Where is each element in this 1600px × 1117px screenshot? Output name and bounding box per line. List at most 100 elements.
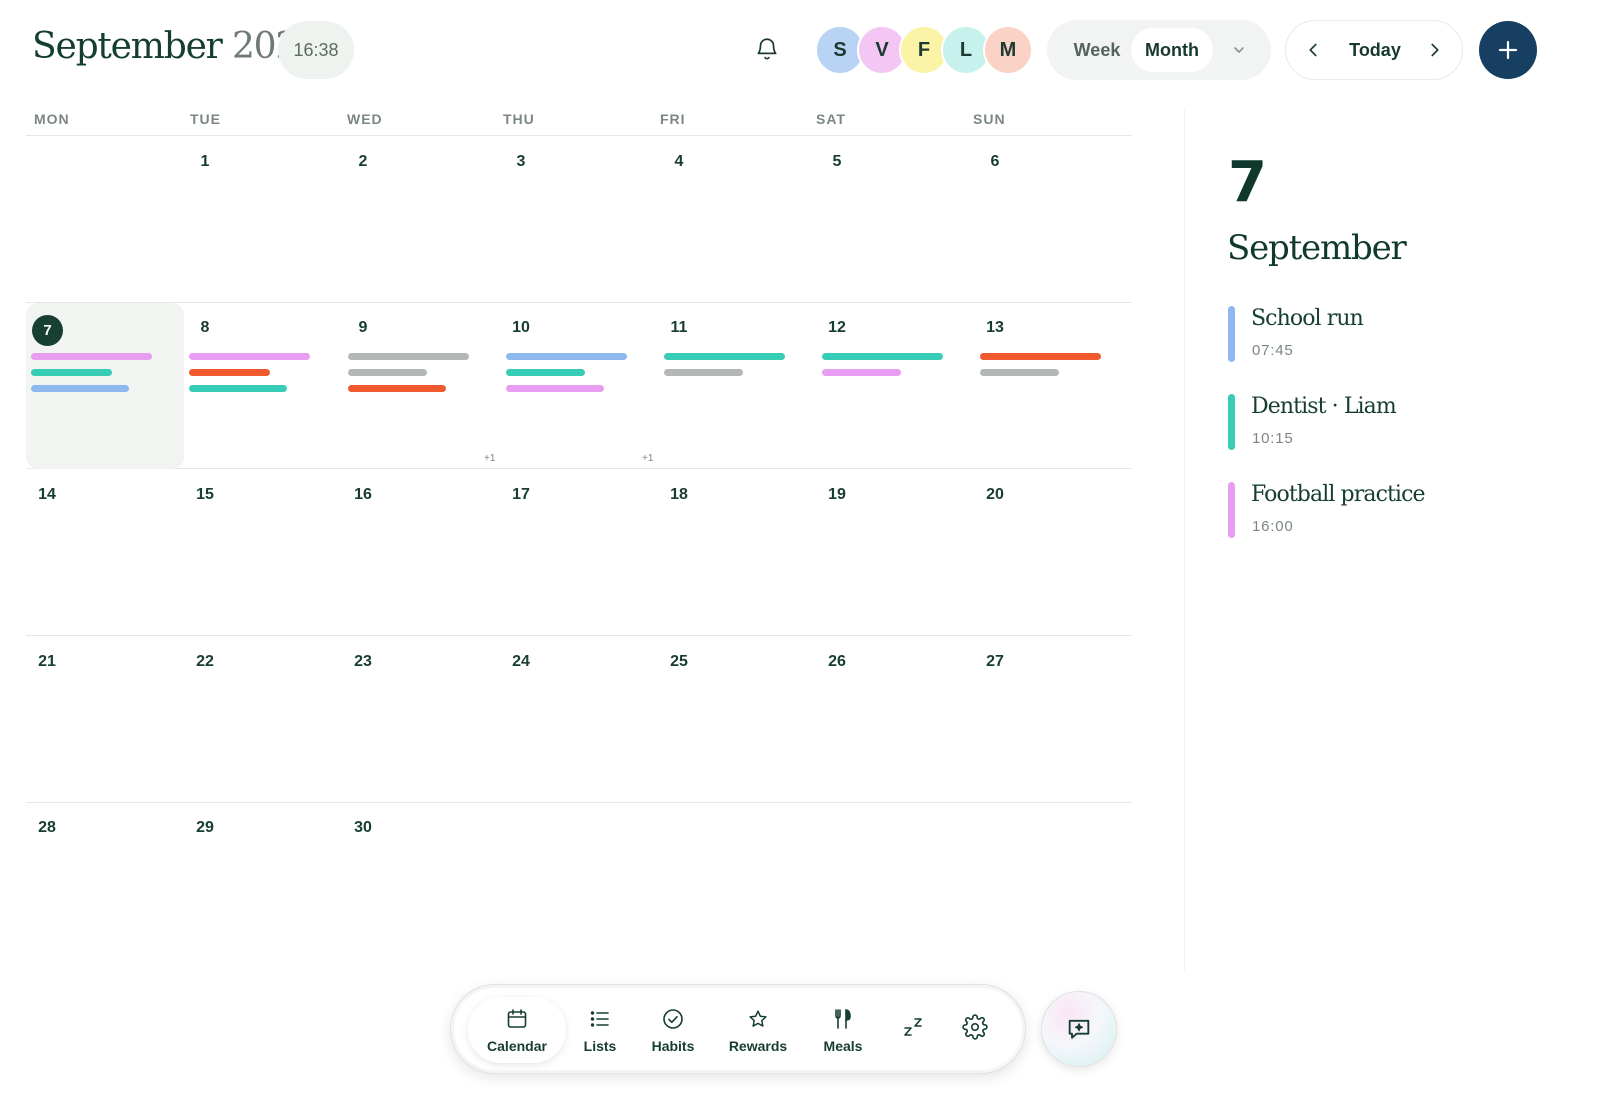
event-bar[interactable] [664,369,743,376]
agenda-event[interactable]: Football practice 16:00 [1227,482,1557,540]
view-dropdown-button[interactable] [1227,38,1251,62]
event-color-bar [1228,482,1235,538]
day-cell[interactable]: 8 [184,303,342,469]
day-cell[interactable]: 25 [658,637,816,803]
today-marker: 7 [32,315,63,346]
avatar-f[interactable]: F [899,25,949,75]
clock-time: 16:38 [278,21,354,79]
day-cell[interactable]: 30 [342,803,500,969]
event-bar[interactable] [822,353,943,360]
event-bar[interactable] [822,369,901,376]
weekday-label: WED [347,111,383,127]
plus-icon [1498,40,1518,60]
day-number: 18 [670,486,688,503]
chevron-right-icon [1431,43,1439,57]
event-bar[interactable] [506,369,585,376]
agenda-event[interactable]: School run 07:45 [1227,306,1557,364]
day-cell[interactable]: 13 [974,303,1132,469]
day-cell[interactable]: 9 [342,303,500,469]
event-bar[interactable] [348,369,427,376]
weekday-label: TUE [190,111,221,127]
add-event-button[interactable] [1479,21,1537,79]
week-row: 7 8 9 10 +1 11 +1 12 13 [26,303,1132,469]
calendar-icon [504,1006,530,1032]
day-cell[interactable]: 6 [974,137,1132,303]
nav-lists[interactable]: Lists [575,997,625,1063]
day-number: 25 [670,653,688,670]
day-cell[interactable]: 5 [816,137,974,303]
day-cell[interactable]: 2 [342,137,500,303]
more-events-indicator[interactable]: +1 [642,453,654,464]
day-cell[interactable]: 17 [500,470,658,636]
day-cell-today[interactable]: 7 [26,303,184,469]
event-bar[interactable] [348,353,469,360]
weekday-label: SAT [816,111,846,127]
event-bar[interactable] [664,353,785,360]
today-button[interactable]: Today [1349,39,1401,60]
day-cell[interactable]: 21 [26,637,184,803]
day-cell[interactable]: 1 [184,137,342,303]
nav-meals[interactable]: Meals [815,997,871,1063]
assistant-chat-button[interactable] [1041,991,1117,1067]
day-cell[interactable]: 10 +1 [484,303,658,469]
week-row: 1 2 3 4 5 6 [26,137,1132,303]
next-month-button[interactable] [1420,35,1450,65]
nav-sleep[interactable] [891,997,935,1063]
nav-settings[interactable] [953,997,997,1063]
day-cell[interactable]: 12 [816,303,974,469]
event-bar[interactable] [506,385,604,392]
day-cell[interactable]: 19 [816,470,974,636]
day-cell[interactable]: 4 [658,137,816,303]
event-bar[interactable] [31,369,112,376]
nav-rewards[interactable]: Rewards [721,997,795,1063]
notifications-button[interactable] [744,26,790,72]
event-bar[interactable] [980,353,1101,360]
event-bar[interactable] [31,353,152,360]
nav-habits[interactable]: Habits [643,997,703,1063]
day-number: 17 [512,486,530,503]
weekday-label: MON [34,111,70,127]
event-bar[interactable] [980,369,1059,376]
weekday-header: MON TUE WED THU FRI SAT SUN [26,110,1132,136]
week-view-button[interactable]: Week [1073,39,1121,60]
day-number: 27 [986,653,1004,670]
day-cell[interactable]: 3 [500,137,658,303]
avatar-m[interactable]: M [983,25,1033,75]
event-bar[interactable] [189,353,310,360]
day-cell[interactable]: 15 [184,470,342,636]
agenda-event[interactable]: Dentist · Liam 10:15 [1227,394,1557,452]
day-number: 11 [670,319,688,336]
page-title: September 2026 [32,26,320,67]
day-cell[interactable]: 16 [342,470,500,636]
day-cell-empty [26,137,184,303]
previous-month-button[interactable] [1298,35,1328,65]
day-cell[interactable]: 29 [184,803,342,969]
day-cell[interactable]: 14 [26,470,184,636]
event-bar[interactable] [506,353,627,360]
day-cell[interactable]: 11 +1 [642,303,816,469]
avatar-s[interactable]: S [815,25,865,75]
event-bar[interactable] [31,385,129,392]
gear-icon [962,1014,988,1040]
day-number: 12 [828,319,846,336]
more-events-indicator[interactable]: +1 [484,453,496,464]
day-cell[interactable]: 20 [974,470,1132,636]
nav-calendar[interactable]: Calendar [468,997,566,1063]
day-cell[interactable]: 26 [816,637,974,803]
month-label: September [32,26,223,67]
day-number: 26 [828,653,846,670]
day-cell[interactable]: 24 [500,637,658,803]
day-number: 13 [986,319,1004,336]
event-bar[interactable] [189,369,270,376]
month-view-button[interactable]: Month [1131,28,1213,72]
day-cell[interactable]: 18 [658,470,816,636]
event-bar[interactable] [189,385,287,392]
day-cell[interactable]: 27 [974,637,1132,803]
sparkle-chat-icon [1068,1019,1090,1039]
day-number: 9 [358,319,368,336]
day-cell[interactable]: 23 [342,637,500,803]
day-cell[interactable]: 22 [184,637,342,803]
week-row: 21 22 23 24 25 26 27 [26,637,1132,803]
event-bar[interactable] [348,385,446,392]
day-cell[interactable]: 28 [26,803,184,969]
